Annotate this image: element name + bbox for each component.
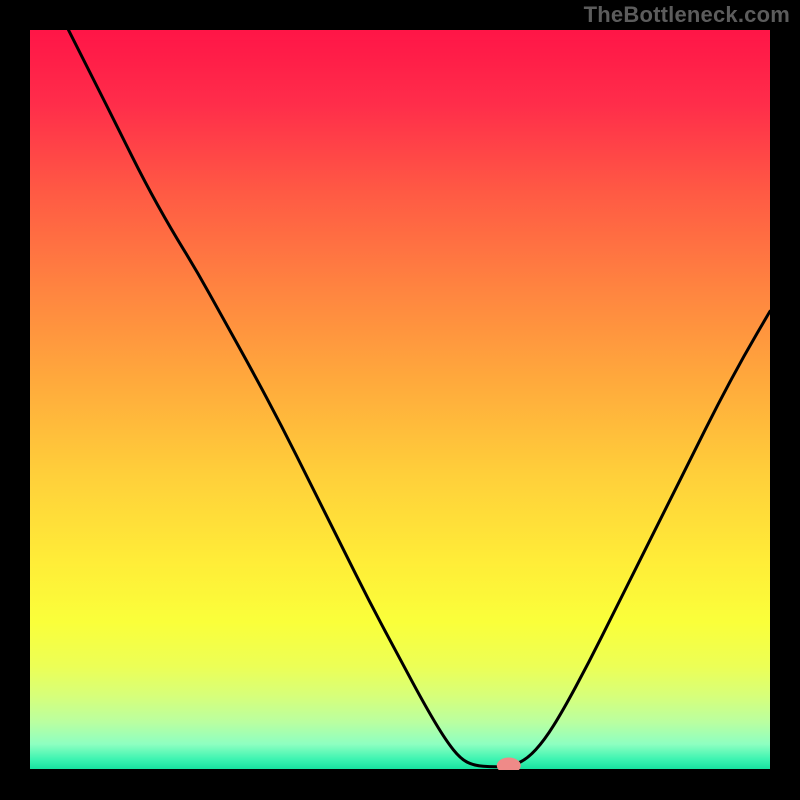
root: { "watermark": "TheBottleneck.com", "plo… [0, 0, 800, 800]
plot-area [30, 30, 770, 770]
watermark-text: TheBottleneck.com [584, 2, 790, 28]
bottleneck-curve-chart [30, 30, 770, 770]
